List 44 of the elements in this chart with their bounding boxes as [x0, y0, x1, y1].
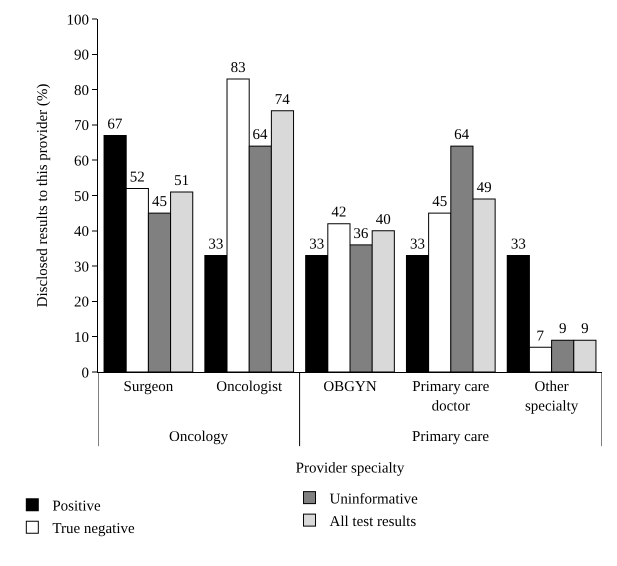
y-tick-label: 100	[66, 12, 89, 28]
data-label: 45	[432, 194, 448, 210]
y-tick-label: 40	[74, 224, 89, 240]
legend-label: Positive	[52, 498, 101, 515]
data-label: 64	[252, 127, 268, 144]
y-tick-label: 30	[74, 259, 89, 276]
data-label: 36	[353, 226, 369, 242]
y-tick-label: 10	[74, 330, 89, 346]
legend-label: Uninformative	[330, 492, 418, 508]
data-label: 49	[476, 180, 492, 196]
data-label: 33	[510, 236, 526, 253]
y-tick-label: 20	[74, 294, 89, 311]
data-label: 83	[230, 60, 246, 76]
data-label: 51	[174, 172, 190, 189]
text: Oncology	[169, 429, 229, 445]
data-label: 9	[581, 321, 589, 338]
y-axis-title: Disclosed results to this provider (%)	[34, 84, 51, 308]
y-tick-label: 70	[74, 118, 89, 134]
text: Primary care	[412, 429, 490, 445]
data-label: 45	[152, 194, 167, 210]
data-label: 9	[558, 321, 566, 338]
data-label: 42	[331, 204, 346, 221]
data-label: 40	[376, 212, 391, 228]
x-tick-label: Oncologist	[216, 379, 283, 395]
legend-label: All test results	[330, 514, 416, 530]
data-label: 33	[309, 236, 324, 253]
data-label: 52	[130, 169, 145, 186]
data-label: 67	[107, 116, 123, 132]
y-tick-label: 0	[82, 365, 89, 382]
data-label: 33	[208, 236, 224, 253]
x-tick-label: Surgeon	[124, 379, 174, 395]
y-tick-label: 80	[74, 82, 89, 99]
legend-label: True negative	[52, 521, 136, 538]
x-tick-label: OBGYN	[323, 379, 377, 395]
y-tick-label: 50	[74, 188, 89, 205]
y-tick-label: 90	[74, 48, 89, 64]
x-tick-label: Primary care doctor	[412, 379, 490, 414]
data-label: 7	[536, 328, 545, 344]
data-label: 74	[274, 92, 290, 108]
data-label: 64	[454, 127, 470, 144]
x-axis-title: Provider specialty	[296, 460, 405, 476]
y-tick-label: 60	[74, 153, 89, 170]
x-tick-label: Other specialty	[524, 379, 579, 414]
data-label: 33	[410, 236, 426, 253]
